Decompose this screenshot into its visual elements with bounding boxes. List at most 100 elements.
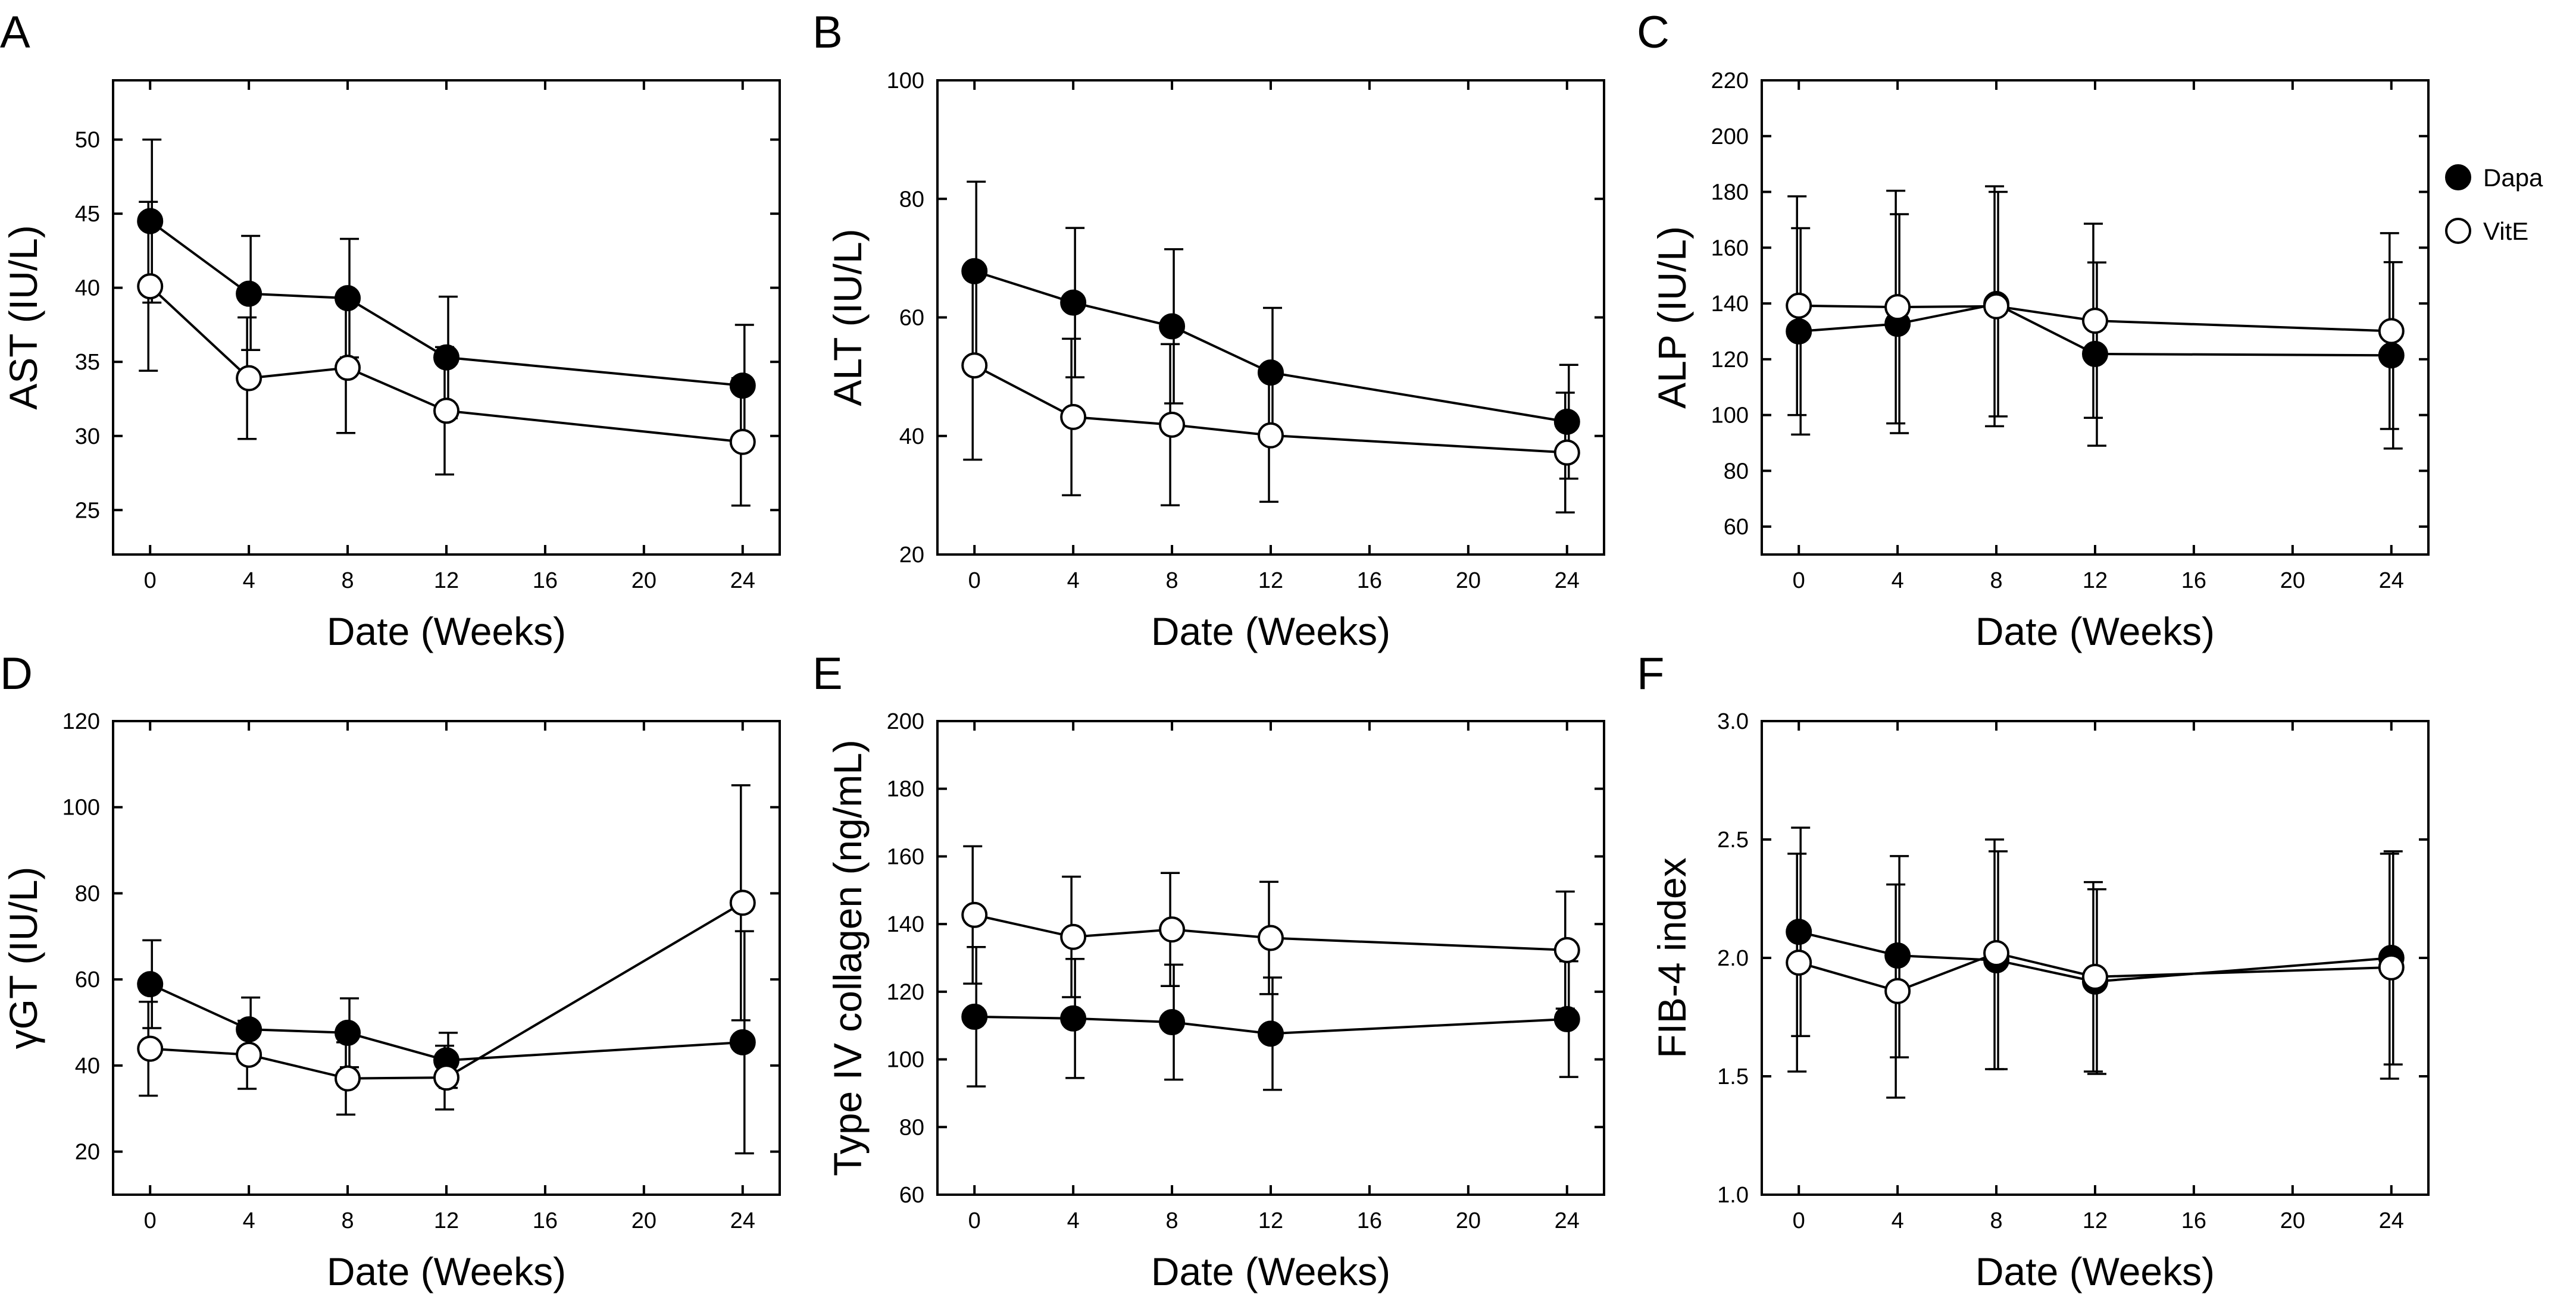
panel-e-x-tick-label: 20 — [1456, 1208, 1481, 1233]
legend-marker-vite — [2445, 218, 2471, 244]
panel-a-vite-point — [137, 273, 164, 300]
legend-label-vite: VitE — [2483, 217, 2528, 245]
panel-d-dapa-point — [236, 1016, 262, 1043]
panel-b-x-tick-label: 4 — [1067, 568, 1080, 593]
panel-a-x-tick-label: 24 — [730, 568, 755, 593]
panel-f-vite-point — [1786, 949, 1812, 976]
panel-c-dapa-point — [1786, 318, 1812, 344]
panel-d-y-tick-label: 80 — [75, 881, 100, 906]
panel-e-y-tick-label: 60 — [899, 1183, 924, 1208]
panel-f-x-tick-label: 16 — [2181, 1208, 2206, 1233]
panel-b-vite-point — [1258, 422, 1284, 449]
panel-b-y-tick-label: 60 — [899, 306, 924, 331]
panel-a-dapa-point — [729, 372, 756, 399]
panel-f-vite-point — [2082, 963, 2108, 990]
panel-f-dapa-point — [1786, 919, 1812, 945]
panel-f-x-axis-label: Date (Weeks) — [1975, 1249, 2215, 1293]
panel-a-dapa-point — [236, 280, 262, 307]
panel-d: 0 4 8 12 16 20 24 20 40 60 80 100 120 Date (Weeks) γGT… — [1, 709, 781, 1293]
panel-b-dapa-point — [961, 258, 988, 284]
panel-f-dapa-point — [1884, 942, 1911, 969]
panel-f-x-tick-label: 20 — [2280, 1208, 2305, 1233]
panel-c-y-tick-label: 80 — [1724, 459, 1749, 484]
panel-c-dapa-point — [2082, 340, 2108, 367]
panel-b-y-tick-label: 80 — [899, 187, 924, 212]
panel-b-y-tick-label: 40 — [899, 424, 924, 449]
panel-a-y-tick-label: 30 — [75, 424, 100, 449]
panel-e-y-tick-label: 180 — [887, 777, 924, 802]
panel-d-dapa-point — [729, 1029, 756, 1055]
panel-d-x-tick-label: 16 — [533, 1208, 558, 1233]
panel-e-dapa-point — [1258, 1020, 1284, 1047]
panel-a-vite-point — [433, 397, 459, 424]
panel-e-vite-point — [961, 901, 988, 928]
panel-c-y-tick-label: 60 — [1724, 515, 1749, 540]
panel-c-letter: C — [1637, 7, 1670, 58]
panel-c: 0 4 8 12 16 20 24 60 80 100 120 140 160 180 200 220 Date… — [1650, 68, 2430, 653]
panel-c-y-tick-label: 200 — [1711, 124, 1749, 149]
panel-a-x-tick-label: 0 — [144, 568, 157, 593]
panel-d-y-axis-label: γGT (IU/L) — [1, 867, 45, 1050]
panel-b-y-tick-label: 20 — [899, 543, 924, 568]
panel-a-y-axis-label: AST (IU/L) — [1, 225, 45, 410]
panel-a: 0 4 8 12 16 20 24 25 30 35 40 45 50 Date (Weeks) AST (… — [1, 79, 781, 653]
panel-f-vite-point — [2378, 954, 2405, 981]
panel-e-vite-point — [1060, 923, 1087, 950]
panel-d-y-tick-label: 120 — [62, 709, 100, 734]
panel-e-x-tick-label: 24 — [1555, 1208, 1580, 1233]
panel-e-dapa-point — [1159, 1009, 1186, 1036]
panel-b-x-tick-label: 0 — [968, 568, 981, 593]
panel-b-dapa-point — [1159, 313, 1186, 340]
panel-c-vite-point — [1983, 293, 2010, 319]
panel-d-vite-point — [334, 1065, 361, 1092]
panel-b-x-tick-label: 16 — [1357, 568, 1382, 593]
panel-f-x-tick-label: 24 — [2379, 1208, 2404, 1233]
panel-c-y-tick-label: 100 — [1711, 403, 1749, 428]
panel-c-y-tick-label: 160 — [1711, 236, 1749, 261]
panel-c-x-tick-label: 16 — [2181, 568, 2206, 593]
panel-d-x-tick-label: 4 — [243, 1208, 255, 1233]
panel-d-dapa-point — [334, 1019, 361, 1046]
panel-f-letter: F — [1637, 649, 1664, 699]
panel-d-x-tick-label: 20 — [632, 1208, 656, 1233]
panel-c-x-axis-label: Date (Weeks) — [1975, 609, 2215, 653]
panel-b-vite-point — [1553, 439, 1580, 466]
panel-f: 0 4 8 12 16 20 24 1.0 1.5 2.0 2.5 3.0 Date (Weeks) FI… — [1650, 709, 2430, 1293]
panel-d-x-tick-label: 8 — [342, 1208, 354, 1233]
panel-e-vite-point — [1159, 916, 1186, 943]
panel-a-vite-point — [729, 428, 756, 455]
panel-c-vite-point — [1786, 292, 1812, 319]
panel-a-x-tick-label: 4 — [243, 568, 255, 593]
panel-a-x-tick-label: 16 — [533, 568, 558, 593]
panel-e-letter: E — [812, 649, 843, 699]
panel-b-vite-point — [1060, 403, 1087, 430]
panel-e-x-tick-label: 0 — [968, 1208, 981, 1233]
panel-a-dapa-point — [334, 285, 361, 312]
panel-c-x-tick-label: 24 — [2379, 568, 2404, 593]
panel-f-vite-point — [1983, 940, 2010, 967]
panel-c-vite-point — [1884, 294, 1911, 321]
panel-c-x-tick-label: 12 — [2083, 568, 2108, 593]
panel-b: 0 4 8 12 16 20 24 20 40 60 80 100 Date (Weeks) ALT (I… — [826, 68, 1605, 653]
panel-f-x-tick-label: 12 — [2083, 1208, 2108, 1233]
panel-b-x-axis-label: Date (Weeks) — [1151, 609, 1390, 653]
panel-b-dapa-point — [1258, 359, 1284, 386]
legend-label-dapa: Dapa — [2483, 164, 2543, 192]
panel-a-x-tick-label: 8 — [342, 568, 354, 593]
panel-d-y-tick-label: 60 — [75, 967, 100, 992]
panel-f-y-tick-label: 3.0 — [1717, 709, 1749, 734]
panel-a-dapa-point — [137, 208, 164, 234]
panel-f-x-tick-label: 8 — [1990, 1208, 2003, 1233]
panel-a-letter: A — [0, 7, 30, 58]
panel-a-y-tick-label: 40 — [75, 276, 100, 301]
panel-e-y-tick-label: 140 — [887, 912, 924, 937]
panel-d-vite-point — [729, 889, 756, 916]
panel-f-y-tick-label: 2.0 — [1717, 946, 1749, 971]
panel-c-vite-point — [2378, 318, 2405, 344]
panel-a-y-tick-label: 45 — [75, 202, 100, 227]
panel-b-letter: B — [812, 7, 843, 58]
panel-d-x-tick-label: 12 — [434, 1208, 459, 1233]
panel-e-y-tick-label: 160 — [887, 844, 924, 869]
panel-d-vite-point — [433, 1064, 459, 1091]
legend: Dapa VitE — [2445, 164, 2543, 245]
